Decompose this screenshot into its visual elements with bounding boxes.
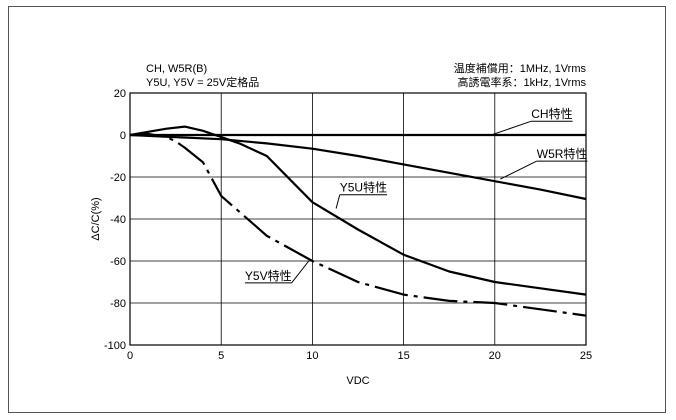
annotation-labels: CH特性 W5R特性 Y5U特性 Y5V特性 (245, 106, 588, 283)
x-tick-label-4: 20 (489, 350, 501, 362)
series-line-1 (129, 133, 587, 201)
annotation-leader-2 (335, 194, 341, 209)
annotation-label-3: Y5V特性 (245, 268, 292, 283)
y-axis-label: ΔC/C(%) (90, 197, 102, 240)
x-tick-label-5: 25 (580, 350, 592, 362)
series-lines (129, 125, 587, 317)
header-left-line-2: Y5U, Y5V = 25V定格品 (146, 75, 259, 89)
x-tick-label-0: 0 (127, 350, 133, 362)
x-axis-label: VDC (346, 375, 369, 387)
annotation-leaders (244, 120, 588, 284)
header-right-line-2: 高誘電率系：1kHz, 1Vrms (457, 75, 586, 89)
x-tick-label-1: 5 (218, 350, 224, 362)
y-tick-label-0: 20 (114, 88, 126, 100)
header-left-line-1: CH, W5R(B) (146, 63, 207, 75)
annotation-leader-3 (291, 260, 310, 284)
plot-area-border (129, 92, 587, 346)
header-right-line-1: 温度補償用：1MHz, 1Vrms (454, 61, 587, 75)
y-tick-label-5: -80 (110, 298, 126, 310)
series-line-3 (129, 132, 587, 317)
x-tick-labels: 0 5 10 15 20 25 (127, 350, 592, 362)
x-tick-label-3: 15 (397, 350, 409, 362)
y-tick-labels: 20 0 -20 -40 -60 -80 -100 (104, 88, 126, 352)
y-tick-label-4: -60 (110, 256, 126, 268)
annotation-label-2: Y5U特性 (340, 180, 387, 195)
y-tick-label-2: -20 (110, 172, 126, 184)
annotation-label-0: CH特性 (531, 106, 572, 121)
annotation-leader-0 (490, 120, 532, 136)
annotation-leader-1 (500, 160, 537, 180)
series-line-2 (129, 125, 587, 296)
y-tick-label-3: -40 (110, 214, 126, 226)
x-tick-label-2: 10 (306, 350, 318, 362)
chart-frame (8, 6, 666, 413)
y-tick-label-6: -100 (104, 340, 126, 352)
annotation-label-1: W5R特性 (537, 146, 588, 161)
y-tick-label-1: 0 (120, 130, 126, 142)
